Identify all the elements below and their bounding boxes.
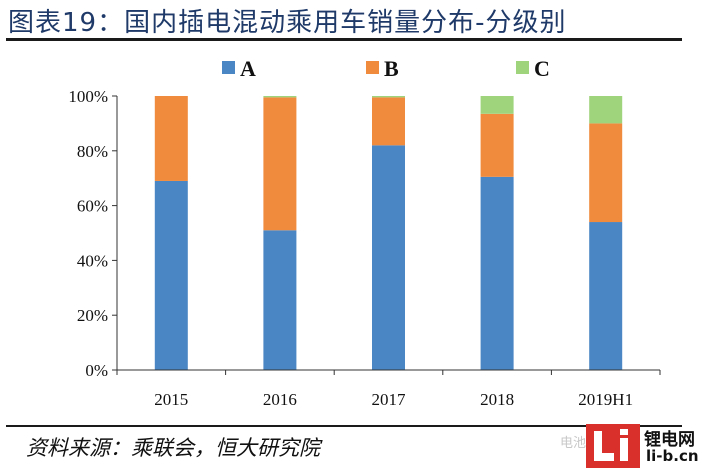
legend-label-b: B <box>384 56 399 81</box>
x-tick-label: 2017 <box>372 390 407 409</box>
bars <box>154 96 623 370</box>
x-tick-label: 2018 <box>480 390 514 409</box>
bar-segment-a <box>263 230 297 370</box>
y-axis: 0% 20% 40% 60% 80% 100% <box>68 87 118 380</box>
legend-swatch-a <box>222 61 235 74</box>
bar-segment-b <box>589 123 623 223</box>
x-tick-label: 2019H1 <box>578 390 633 409</box>
bar-segment-c <box>589 96 623 124</box>
legend-swatch-c <box>516 61 529 74</box>
y-tick-label: 20% <box>77 306 108 325</box>
x-tick-label: 2016 <box>263 390 297 409</box>
bar-segment-a <box>372 145 405 370</box>
bar-segment-a <box>154 180 188 370</box>
legend-label-c: C <box>534 56 550 81</box>
y-tick-label: 0% <box>85 361 108 380</box>
bar-segment-a <box>480 176 514 370</box>
bar-segment-b <box>372 97 405 146</box>
logo-li-icon <box>586 424 640 468</box>
bar-segment-c <box>480 96 514 114</box>
bar-segment-b <box>263 97 297 231</box>
y-tick-label: 40% <box>77 251 108 270</box>
y-tick-label: 100% <box>68 87 108 106</box>
bar-segment-a <box>589 222 623 370</box>
legend-label-a: A <box>240 56 256 81</box>
y-tick-label: 80% <box>77 142 108 161</box>
source-note: 资料来源：乘联会，恒大研究院 <box>26 436 320 460</box>
title-rule <box>6 38 682 41</box>
chart-title: 图表19：国内插电混动乘用车销量分布-分级别 <box>8 8 567 38</box>
bar-segment-b <box>154 96 188 181</box>
logo-site-url: li-b.cn <box>646 447 699 465</box>
y-tick-label: 60% <box>77 197 108 216</box>
legend: A B C <box>222 56 550 81</box>
logo-site-name: 锂电网 <box>644 430 695 450</box>
source-rule <box>6 425 682 427</box>
x-tick-label: 2015 <box>154 390 188 409</box>
bar-segment-c <box>263 96 297 98</box>
x-axis: 2015 2016 2017 2018 2019H1 <box>116 369 661 409</box>
bar-segment-c <box>372 96 405 98</box>
bar-segment-b <box>480 113 514 177</box>
legend-swatch-b <box>366 61 379 74</box>
